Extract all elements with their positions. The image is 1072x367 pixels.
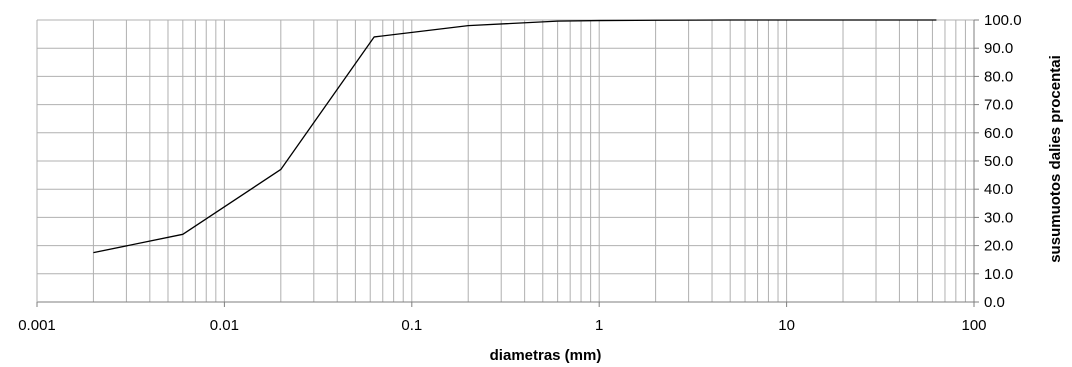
y-tick-label: 10.0 xyxy=(984,266,1013,283)
x-tick-label: 1 xyxy=(595,317,603,334)
y-tick-label: 90.0 xyxy=(984,40,1013,57)
y-tick-label: 80.0 xyxy=(984,68,1013,85)
x-tick-label: 0.1 xyxy=(401,317,422,334)
x-tick-label: 100 xyxy=(961,317,986,334)
y-tick-label: 60.0 xyxy=(984,125,1013,142)
grid xyxy=(36,19,974,303)
series-layer xyxy=(93,19,937,254)
x-tick-label: 0.01 xyxy=(210,317,239,334)
y-tick-label: 50.0 xyxy=(984,153,1013,170)
y-tick-label: 70.0 xyxy=(984,97,1013,114)
series-line xyxy=(93,19,937,254)
y-tick-label: 20.0 xyxy=(984,238,1013,255)
y-tick-label: 30.0 xyxy=(984,209,1013,226)
y-tick-labels: 0.0 10.0 20.0 30.0 40.0 50.0 60.0 70.0 80.0 90.0 1… xyxy=(974,12,1022,311)
y-tick-label: 40.0 xyxy=(984,181,1013,198)
y-axis-title: susumuotos dalies procentai xyxy=(1047,55,1064,263)
y-tick-label: 100.0 xyxy=(984,12,1022,29)
x-tick-label: 10 xyxy=(778,317,795,334)
x-tick-labels: 0.001 0.01 0.1 1 10 100 xyxy=(18,302,987,334)
x-tick-label: 0.001 xyxy=(18,317,56,334)
y-tick-label: 0.0 xyxy=(984,294,1005,311)
x-axis-title: diametras (mm) xyxy=(490,347,602,364)
